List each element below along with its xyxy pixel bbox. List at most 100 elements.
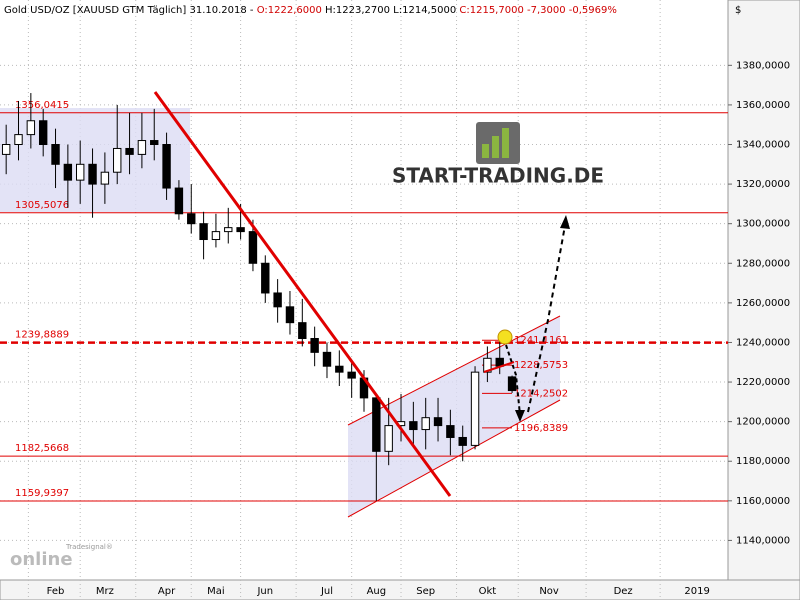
levels: 1356,0415 1305,5076 1239,8889 1182,5668 1159…: [0, 100, 728, 502]
candle-body: [248, 231, 258, 264]
candle-body: [335, 365, 344, 373]
candle-body: [26, 120, 36, 136]
x-axis-area: [0, 579, 800, 601]
candle-body: [113, 147, 122, 173]
candle-body: [51, 144, 60, 165]
x-tick-label: Mai: [207, 586, 225, 597]
candle-body: [310, 337, 319, 353]
candle-body: [63, 163, 73, 181]
annotation-label: 1214,2502: [514, 388, 568, 399]
candle-body: [224, 227, 233, 233]
x-tick-label: Jul: [320, 586, 333, 597]
y-tick-label: 1280,0000: [736, 258, 790, 269]
annotation-label: 1196,8389: [514, 423, 568, 434]
header-part: C:1215,7000 -7,3000 -0,5969%: [459, 5, 617, 16]
candle-body: [150, 140, 159, 146]
header: Gold USD/OZ [XAUUSD GTM Täglich] 31.10.2…: [4, 5, 617, 16]
candle-body: [483, 357, 492, 373]
y-tick-label: 1220,0000: [736, 377, 790, 388]
candle-body: [76, 163, 85, 181]
candle-body: [421, 417, 430, 431]
candle-body: [14, 134, 23, 146]
y-tick-label: 1360,0000: [736, 100, 790, 111]
level-label: 1239,8889: [15, 330, 69, 341]
level-label: 1356,0415: [15, 100, 69, 111]
candle-body: [137, 140, 147, 155]
channel-bottom: [347, 399, 561, 518]
candle-body: [236, 227, 245, 233]
x-tick-label: Aug: [367, 586, 387, 597]
candle-body: [507, 376, 517, 392]
y-tick-label: 1380,0000: [736, 60, 790, 71]
candle-body: [470, 371, 480, 446]
x-tick-label: Sep: [416, 586, 435, 597]
candle-body: [100, 171, 110, 185]
level-label: 1182,5668: [15, 443, 69, 454]
candle-body: [174, 187, 184, 215]
candle-body: [458, 436, 467, 446]
x-tick-label: 2019: [684, 586, 709, 597]
header-part: Gold USD/OZ [XAUUSD GTM Täglich] 31.10.2…: [4, 5, 257, 16]
mini-trend: [483, 361, 515, 373]
candle-body: [409, 421, 418, 431]
candle-body: [88, 163, 97, 185]
logo: START-TRADING.DE: [392, 122, 604, 188]
candle-body: [211, 231, 221, 241]
trendline: [153, 91, 452, 497]
y-tick-label: 1320,0000: [736, 179, 790, 190]
signal-marker: [497, 329, 513, 345]
x-tick-label: Nov: [539, 586, 559, 597]
x-tick-label: Mrz: [96, 586, 114, 597]
candle-body: [285, 306, 295, 324]
logo-icon: [482, 144, 489, 158]
candle-body: [322, 351, 332, 367]
arrow-head: [560, 215, 570, 229]
projection-up: [527, 219, 567, 413]
x-tick-label: Apr: [158, 586, 176, 597]
candle-body: [261, 262, 270, 294]
candle-body: [125, 147, 134, 155]
candle-body: [298, 322, 307, 339]
header-part: H:1223,2700 L:1214,5000: [322, 5, 460, 16]
candle-body: [38, 120, 48, 146]
y-tick-label: 1340,0000: [736, 140, 790, 151]
candle-body: [446, 425, 455, 438]
annotation-label: 1228,5753: [514, 360, 568, 371]
level-label: 1159,9397: [15, 488, 69, 499]
x-tick-label: Jun: [256, 586, 273, 597]
candle-body: [433, 417, 443, 427]
y-tick-label: 1240,0000: [736, 337, 790, 348]
logo-icon: [502, 128, 509, 158]
projection-down: [505, 344, 521, 416]
y-tick-label: 1300,0000: [736, 219, 790, 230]
candle-body: [372, 397, 381, 452]
y-tick-label: 1260,0000: [736, 298, 790, 309]
logo-icon: [492, 136, 499, 158]
y-tick-label: 1200,0000: [736, 417, 790, 428]
arrow-head: [515, 410, 525, 422]
y-tick-label: 1160,0000: [736, 496, 790, 507]
candle-body: [1, 144, 11, 155]
candle-body: [347, 371, 356, 379]
logo-text: START-TRADING.DE: [392, 164, 604, 188]
y-tick-label: 1140,0000: [736, 535, 790, 546]
candle-body: [199, 223, 208, 241]
watermark: online: [10, 549, 73, 570]
channel: [348, 316, 560, 517]
x-tick-label: Feb: [47, 586, 65, 597]
watermark-top: Tradesignal®: [65, 543, 113, 551]
annotation-label: 1241,1161: [514, 335, 568, 346]
candle-body: [187, 213, 196, 225]
candle-body: [273, 292, 282, 308]
x-tick-label: Dez: [614, 586, 633, 597]
x-tick-label: Okt: [479, 586, 497, 597]
y-tick-label: 1180,0000: [736, 456, 790, 467]
candle-body: [162, 144, 171, 189]
level-label: 1305,5076: [15, 200, 69, 211]
header-part: O:1222,6000: [257, 5, 322, 16]
y-axis-area: [727, 0, 800, 601]
currency: $: [735, 5, 741, 16]
